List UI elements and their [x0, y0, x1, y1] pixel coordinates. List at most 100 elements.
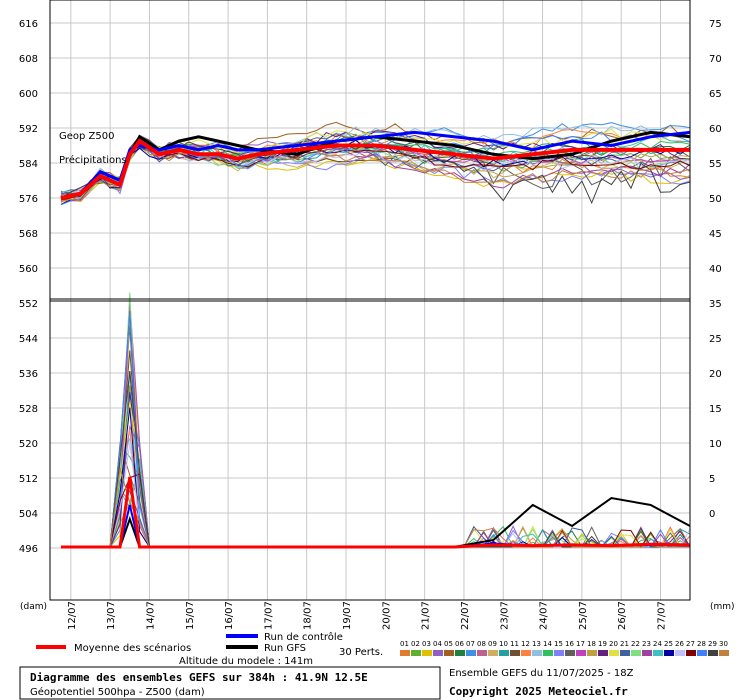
mean-z500-line — [60, 138, 690, 200]
right-tick-label: 55 — [709, 159, 722, 170]
pert-number: 22 — [631, 640, 640, 648]
x-tick-label: 17/07 — [263, 601, 274, 630]
x-tick-label: 16/07 — [224, 601, 235, 630]
pert-number: 03 — [422, 640, 431, 648]
pert-number: 16 — [565, 640, 574, 648]
grid-lines — [50, 0, 690, 600]
pert-number: 21 — [620, 640, 629, 648]
pert-number: 14 — [543, 640, 552, 648]
x-tick-label: 24/07 — [539, 601, 550, 630]
pert-number: 02 — [411, 640, 420, 648]
pert-number: 08 — [477, 640, 486, 648]
right-tick-label: 25 — [709, 334, 722, 345]
left-tick-label: 592 — [19, 124, 38, 135]
x-tick-label: 22/07 — [460, 601, 471, 630]
right-tick-label: 5 — [709, 474, 715, 485]
pert-line-z500 — [60, 144, 691, 196]
main-series-lines — [60, 130, 691, 549]
x-tick-label: 25/07 — [578, 601, 589, 630]
pert-swatch — [444, 650, 454, 656]
pert-number: 25 — [664, 640, 673, 648]
pert-number: 19 — [598, 640, 607, 648]
left-tick-label: 608 — [19, 54, 38, 65]
footer-title: Diagramme des ensembles GEFS sur 384h : … — [30, 671, 368, 684]
pert-swatch — [411, 650, 421, 656]
left-tick-label: 536 — [19, 369, 38, 380]
x-tick-label: 18/07 — [303, 601, 314, 630]
right-tick-label: 35 — [709, 299, 722, 310]
copyright: Copyright 2025 Meteociel.fr — [449, 685, 628, 698]
legend-mean-label: Moyenne des scénarios — [74, 642, 191, 654]
right-tick-label: 45 — [709, 229, 722, 240]
pert-number: 26 — [675, 640, 684, 648]
x-tick-label: 12/07 — [67, 601, 78, 630]
left-axis-ticks: 616 608 600 592 584 576 568 560 552 544 536 528 520 5… — [19, 19, 38, 555]
pert-swatch — [576, 650, 586, 656]
left-tick-label: 552 — [19, 299, 38, 310]
left-unit-label: (dam) — [20, 602, 47, 612]
pert-swatch — [466, 650, 476, 656]
pert-swatch — [499, 650, 509, 656]
x-tick-label: 19/07 — [342, 601, 353, 630]
pert-swatch — [422, 650, 432, 656]
right-tick-label: 60 — [709, 124, 722, 135]
pert-swatch — [510, 650, 520, 656]
left-tick-label: 504 — [19, 509, 38, 520]
pert-swatch — [719, 650, 729, 656]
right-tick-label: 65 — [709, 89, 722, 100]
pert-number: 15 — [554, 640, 563, 648]
pert-number: 06 — [455, 640, 464, 648]
pert-number: 29 — [708, 640, 717, 648]
pert-number: 30 — [719, 640, 728, 648]
pert-swatch — [554, 650, 564, 656]
left-tick-label: 544 — [19, 334, 38, 345]
left-tick-label: 528 — [19, 404, 38, 415]
legend: Moyenne des scénarios Run de contrôle Ru… — [36, 631, 729, 667]
pert-number: 13 — [532, 640, 541, 648]
left-tick-label: 600 — [19, 89, 38, 100]
right-tick-label: 70 — [709, 54, 722, 65]
pert-swatch — [587, 650, 597, 656]
perturbation-legend: 01 02 03 04 05 06 07 08 09 10 11 12 13 14 15 16 17 18 19 20… — [400, 640, 729, 656]
pert-swatch — [532, 650, 542, 656]
x-tick-label: 15/07 — [185, 601, 196, 630]
x-tick-label: 20/07 — [381, 601, 392, 630]
pert-swatch — [697, 650, 707, 656]
left-tick-label: 560 — [19, 264, 38, 275]
pert-swatch — [543, 650, 553, 656]
x-tick-label: 14/07 — [145, 601, 156, 630]
right-tick-label: 0 — [709, 509, 715, 520]
mean-precip-line — [61, 476, 691, 549]
pert-number: 18 — [587, 640, 596, 648]
footer-subtitle: Géopotentiel 500hpa - Z500 (dam) — [30, 686, 205, 698]
left-tick-label: 576 — [19, 194, 38, 205]
right-tick-label: 50 — [709, 194, 722, 205]
pert-number: 28 — [697, 640, 706, 648]
plot-frame — [49, 0, 691, 601]
footer-box — [19, 666, 441, 700]
run-info: Ensemble GEFS du 11/07/2025 - 18Z — [449, 668, 634, 679]
pert-swatch — [400, 650, 410, 656]
left-tick-label: 520 — [19, 439, 38, 450]
pert-swatch — [664, 650, 674, 656]
pert-number: 20 — [609, 640, 618, 648]
pert-number: 11 — [510, 640, 519, 648]
pert-swatch — [675, 650, 685, 656]
pert-swatch — [686, 650, 696, 656]
left-tick-label: 584 — [19, 159, 38, 170]
pert-number: 01 — [400, 640, 409, 648]
x-tick-label: 27/07 — [657, 601, 668, 630]
pert-swatch — [521, 650, 531, 656]
right-tick-label: 75 — [709, 19, 722, 30]
pert-swatch — [598, 650, 608, 656]
x-tick-label: 23/07 — [499, 601, 510, 630]
pert-swatch — [620, 650, 630, 656]
left-tick-label: 616 — [19, 19, 38, 30]
x-tick-label: 26/07 — [617, 601, 628, 630]
legend-control-label: Run de contrôle — [264, 631, 343, 643]
altitude-label: Altitude du modele : 141m — [179, 656, 313, 667]
pert-swatch — [477, 650, 487, 656]
pert-swatch — [455, 650, 465, 656]
